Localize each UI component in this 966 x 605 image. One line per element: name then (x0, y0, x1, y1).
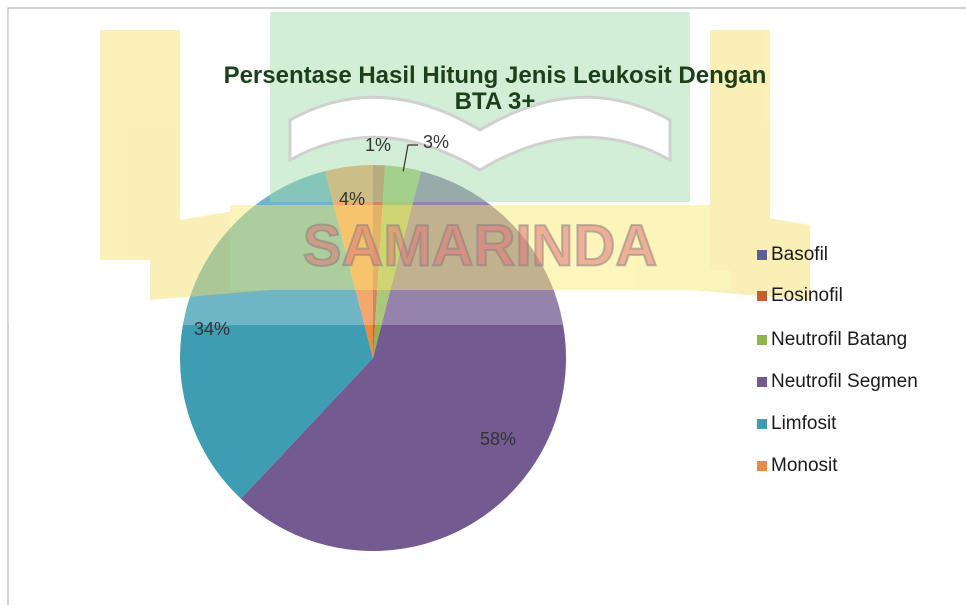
watermark-fade (8, 12, 966, 325)
watermark-book (288, 95, 672, 172)
watermark-letter (100, 30, 180, 260)
pie-slice (180, 171, 373, 499)
legend-swatch (757, 377, 767, 387)
pie-slice (373, 165, 421, 358)
data-labels: 1% 3% 58% 34% 4% (194, 132, 516, 449)
legend-label: Neutrofil Batang (771, 329, 907, 350)
legend-label: Monosit (771, 455, 838, 476)
data-label: 58% (480, 429, 516, 449)
watermark-text: SAMARINDA (303, 213, 657, 278)
legend-swatch (757, 335, 767, 345)
pie-slice (325, 165, 373, 358)
legend-swatch (757, 419, 767, 429)
pie-slice (373, 165, 386, 358)
legend-label: Neutrofil Segmen (771, 371, 918, 392)
chart-title: Persentase Hasil Hitung Jenis Leukosit D… (224, 62, 767, 115)
legend-swatch (757, 291, 767, 301)
watermark (100, 12, 810, 300)
leader-line (402, 144, 418, 172)
watermark-green (270, 12, 690, 202)
legend-label: Eosinofil (771, 285, 843, 306)
pie (180, 165, 566, 551)
watermark-ribbon (150, 205, 270, 300)
watermark-letter (710, 30, 770, 270)
legend-label: Limfosit (771, 413, 837, 434)
watermark-ribbon (690, 205, 810, 300)
legend: Basofil Eosinofil Neutrofil Batang Neutrofi… (757, 244, 918, 476)
legend-label: Basofil (771, 244, 828, 265)
data-label: 34% (194, 319, 230, 339)
watermark-banner (230, 205, 730, 290)
legend-swatch (757, 461, 767, 471)
pie-slice (240, 171, 566, 551)
data-label: 1% (365, 135, 391, 155)
data-label: 4% (339, 189, 365, 209)
legend-swatch (757, 250, 767, 260)
data-label: 3% (423, 132, 449, 152)
